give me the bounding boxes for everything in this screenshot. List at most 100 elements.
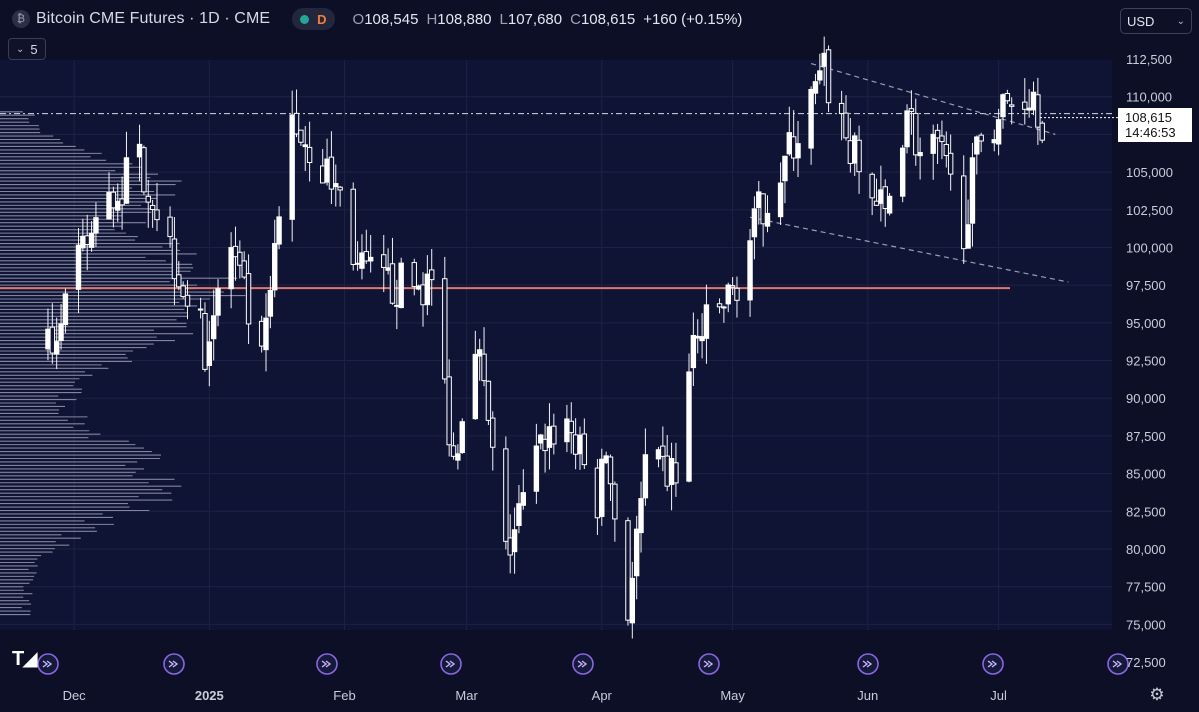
economic-event-icon[interactable] <box>37 653 59 675</box>
candle <box>53 317 60 370</box>
candle <box>472 330 479 420</box>
y-tick-label: 110,000 <box>1126 90 1172 105</box>
candle <box>350 182 356 271</box>
y-tick-label: 97,500 <box>1126 278 1166 293</box>
economic-event-icon[interactable] <box>572 653 594 675</box>
currency-select[interactable]: USD ⌄ <box>1120 8 1192 34</box>
candle <box>673 442 679 497</box>
high-key: H <box>426 10 438 28</box>
y-tick-label: 75,000 <box>1126 617 1166 632</box>
gear-icon[interactable]: ⚙ <box>1149 685 1165 704</box>
candle <box>551 413 557 455</box>
candle <box>808 86 814 165</box>
tradingview-logo-icon[interactable]: T◢ <box>12 648 38 670</box>
candle <box>337 185 343 207</box>
y-tick-label: 87,500 <box>1126 429 1166 444</box>
candle <box>568 402 574 454</box>
candle <box>1022 78 1028 125</box>
economic-event-icon[interactable] <box>698 653 720 675</box>
candle <box>516 484 522 534</box>
candle <box>272 219 278 298</box>
y-tick-label: 77,500 <box>1126 580 1166 595</box>
candle <box>974 135 980 175</box>
candle <box>232 226 239 281</box>
candle <box>263 293 269 372</box>
candle <box>961 155 967 264</box>
y-tick-label: 112,500 <box>1126 52 1172 67</box>
candle <box>302 126 308 171</box>
candle <box>660 426 666 472</box>
x-tick-label: Feb <box>333 688 355 703</box>
candle <box>520 469 526 510</box>
candle <box>1004 89 1011 104</box>
y-tick-label: 102,500 <box>1126 203 1173 218</box>
candle <box>228 232 234 309</box>
candle <box>485 380 492 426</box>
candle <box>760 193 766 247</box>
candle <box>782 155 788 204</box>
candle <box>939 120 945 160</box>
candle <box>389 237 396 305</box>
x-tick-label: Mar <box>455 688 478 703</box>
candle <box>367 235 374 273</box>
candle <box>180 281 186 299</box>
candle <box>455 444 461 470</box>
candle <box>934 123 941 164</box>
candle <box>149 199 156 228</box>
candle <box>176 261 182 291</box>
economic-event-icon[interactable] <box>440 653 462 675</box>
change-value: +160 (+0.15%) <box>643 10 743 28</box>
candle <box>747 229 753 317</box>
candle <box>969 142 976 247</box>
economic-event-icon[interactable] <box>316 653 338 675</box>
candle <box>1000 93 1006 129</box>
economic-event-icon[interactable] <box>1107 653 1129 675</box>
economic-event-icon[interactable] <box>982 653 1004 675</box>
candle <box>629 561 636 639</box>
candle <box>141 145 147 195</box>
candle <box>446 359 452 457</box>
candle <box>917 137 923 180</box>
candle <box>88 221 95 252</box>
candle <box>599 448 605 526</box>
candle <box>398 257 404 309</box>
candle <box>995 108 1002 156</box>
candle <box>1039 120 1045 144</box>
candle <box>716 298 723 314</box>
candle <box>886 193 893 216</box>
candle <box>1009 97 1015 125</box>
market-status-pill[interactable]: D <box>292 8 335 30</box>
current-price-label: 108,615 <box>1125 110 1172 125</box>
candle <box>947 134 954 191</box>
candle <box>411 258 417 296</box>
candle <box>978 132 984 153</box>
candle <box>642 428 649 506</box>
ohlc-readout: O108,545 H108,880 L107,680 C108,615 +160… <box>353 11 743 28</box>
candle <box>58 304 64 350</box>
candle <box>206 320 213 387</box>
candle <box>333 164 339 207</box>
candle <box>459 418 465 454</box>
candle <box>843 95 849 141</box>
candle <box>729 277 736 296</box>
candle <box>533 423 540 504</box>
y-tick-label: 92,500 <box>1126 354 1166 369</box>
candle <box>734 276 740 318</box>
candle <box>607 454 614 501</box>
candle <box>62 288 69 334</box>
indicators-toggle-button[interactable]: ⌄ 5 <box>8 38 46 60</box>
candle <box>481 327 487 387</box>
y-tick-label: 95,000 <box>1126 316 1166 331</box>
high-value: 108,880 <box>437 10 492 28</box>
economic-event-icon[interactable] <box>163 653 185 675</box>
symbol-title[interactable]: Bitcoin CME Futures · 1D · CME <box>36 10 271 27</box>
symbol-logo-icon[interactable]: ₿ <box>12 10 30 28</box>
economic-event-icon[interactable] <box>857 653 879 675</box>
y-tick-label: 105,000 <box>1126 165 1173 180</box>
candle <box>289 90 295 242</box>
candle <box>913 98 919 166</box>
candle <box>751 196 758 260</box>
chart-header: ₿ Bitcoin CME Futures · 1D · CME D O108,… <box>0 0 1112 38</box>
candle <box>210 289 217 361</box>
